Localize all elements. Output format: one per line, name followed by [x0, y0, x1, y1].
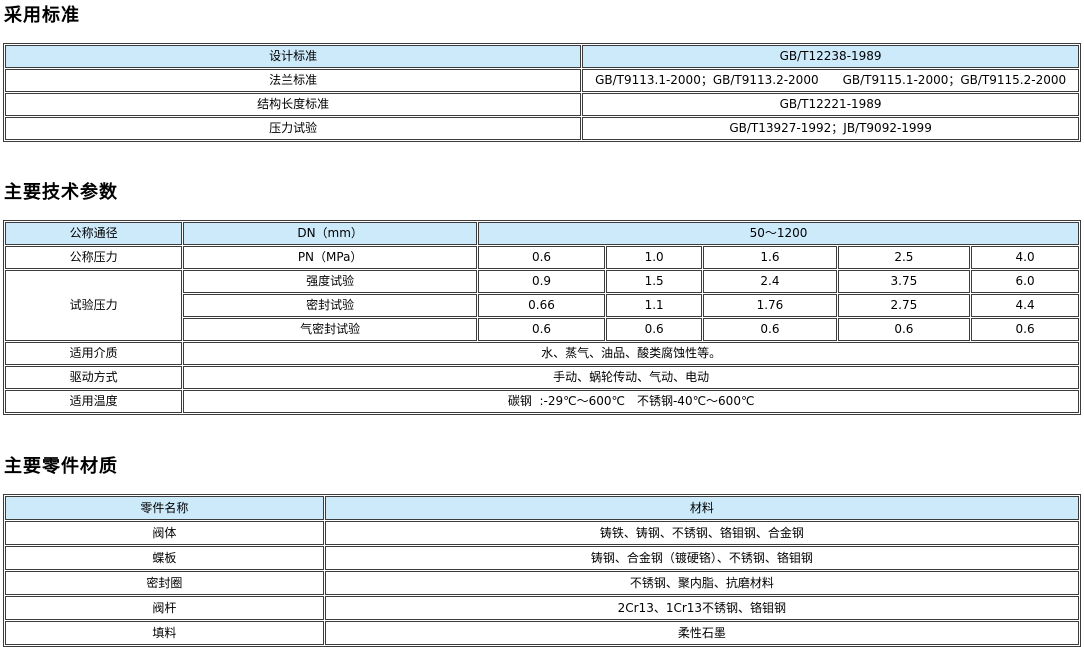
- pn-value: 0.6: [477, 246, 606, 269]
- standard-label: 设计标准: [5, 45, 582, 68]
- test-value: 0.6: [606, 318, 703, 341]
- standard-value: GB/T12238-1989: [582, 45, 1079, 68]
- standard-value: GB/T12221-1989: [582, 93, 1079, 116]
- test-value: 2.4: [703, 270, 837, 293]
- header-nominal-diameter: 公称通径: [5, 222, 183, 245]
- test-value: 0.6: [971, 318, 1079, 341]
- materials-table: 零件名称 材料 阀体 铸铁、铸钢、不锈钢、铬钼钢、合金钢 蝶板 铸钢、合金钢（镀…: [3, 494, 1081, 647]
- test-value: 6.0: [971, 270, 1079, 293]
- medium-value: 水、蒸气、油品、酸类腐蚀性等。: [183, 342, 1079, 365]
- part-material: 2Cr13、1Cr13不锈钢、铬钼钢: [324, 596, 1079, 620]
- test-value: 0.6: [477, 318, 606, 341]
- table-row: 压力试验 GB/T13927-1992；JB/T9092-1999: [5, 117, 1079, 140]
- table-row: 公称通径 DN（mm） 50～1200: [5, 222, 1079, 245]
- table-row: 零件名称 材料: [5, 496, 1079, 520]
- table-row: 气密封试验 0.6 0.6 0.6 0.6 0.6: [5, 318, 1079, 341]
- test-sub-label: 强度试验: [183, 270, 477, 293]
- table-row: 密封试验 0.66 1.1 1.76 2.75 4.4: [5, 294, 1079, 317]
- standards-table: 设计标准 GB/T12238-1989 法兰标准 GB/T9113.1-2000…: [3, 43, 1081, 142]
- test-value: 2.75: [837, 294, 971, 317]
- parameters-table: 公称通径 DN（mm） 50～1200 公称压力 PN（MPa） 0.6 1.0…: [3, 220, 1081, 415]
- table-row: 公称压力 PN（MPa） 0.6 1.0 1.6 2.5 4.0: [5, 246, 1079, 269]
- test-value: 0.66: [477, 294, 606, 317]
- pn-value: 2.5: [837, 246, 971, 269]
- table-row: 结构长度标准 GB/T12221-1989: [5, 93, 1079, 116]
- header-dn: DN（mm）: [183, 222, 477, 245]
- table-row: 密封圈 不锈钢、聚内脂、抗磨材料: [5, 571, 1079, 595]
- part-material: 铸钢、合金钢（镀硬铬）、不锈钢、铬钼钢: [324, 546, 1079, 570]
- part-material: 铸铁、铸钢、不锈钢、铬钼钢、合金钢: [324, 521, 1079, 545]
- section-title-parameters: 主要技术参数: [4, 182, 118, 203]
- test-value: 0.9: [477, 270, 606, 293]
- test-sub-label: 气密封试验: [183, 318, 477, 341]
- test-value: 1.1: [606, 294, 703, 317]
- test-value: 1.76: [703, 294, 837, 317]
- test-value: 0.6: [837, 318, 971, 341]
- test-value: 4.4: [971, 294, 1079, 317]
- part-label: 密封圈: [5, 571, 324, 595]
- part-material: 不锈钢、聚内脂、抗磨材料: [324, 571, 1079, 595]
- drive-value: 手动、蜗轮传动、气动、电动: [183, 366, 1079, 389]
- part-label: 填料: [5, 621, 324, 645]
- table-row: 设计标准 GB/T12238-1989: [5, 45, 1079, 68]
- pn-sub-label: PN（MPa）: [183, 246, 477, 269]
- part-label: 阀杆: [5, 596, 324, 620]
- header-material: 材料: [324, 496, 1079, 520]
- pn-value: 1.0: [606, 246, 703, 269]
- temperature-label: 适用温度: [5, 390, 183, 413]
- table-row: 阀体 铸铁、铸钢、不锈钢、铬钼钢、合金钢: [5, 521, 1079, 545]
- pn-label: 公称压力: [5, 246, 183, 269]
- pn-value: 4.0: [971, 246, 1079, 269]
- test-value: 0.6: [703, 318, 837, 341]
- test-value: 3.75: [837, 270, 971, 293]
- medium-label: 适用介质: [5, 342, 183, 365]
- standard-label: 压力试验: [5, 117, 582, 140]
- table-row: 适用介质 水、蒸气、油品、酸类腐蚀性等。: [5, 342, 1079, 365]
- part-label: 蝶板: [5, 546, 324, 570]
- section-title-materials: 主要零件材质: [4, 456, 118, 477]
- standard-value: GB/T9113.1-2000；GB/T9113.2-2000 GB/T9115…: [582, 69, 1079, 92]
- part-label: 阀体: [5, 521, 324, 545]
- test-value: 1.5: [606, 270, 703, 293]
- table-row: 阀杆 2Cr13、1Cr13不锈钢、铬钼钢: [5, 596, 1079, 620]
- pn-value: 1.6: [703, 246, 837, 269]
- test-pressure-label: 试验压力: [5, 270, 183, 341]
- drive-label: 驱动方式: [5, 366, 183, 389]
- standard-value: GB/T13927-1992；JB/T9092-1999: [582, 117, 1079, 140]
- table-row: 法兰标准 GB/T9113.1-2000；GB/T9113.2-2000 GB/…: [5, 69, 1079, 92]
- table-row: 适用温度 碳钢 :-29℃～600℃ 不锈钢-40℃～600℃: [5, 390, 1079, 413]
- header-part-name: 零件名称: [5, 496, 324, 520]
- test-sub-label: 密封试验: [183, 294, 477, 317]
- table-row: 试验压力 强度试验 0.9 1.5 2.4 3.75 6.0: [5, 270, 1079, 341]
- header-dn-range: 50～1200: [477, 222, 1079, 245]
- standard-label: 法兰标准: [5, 69, 582, 92]
- section-title-standards: 采用标准: [4, 5, 80, 26]
- standard-label: 结构长度标准: [5, 93, 582, 116]
- table-row: 蝶板 铸钢、合金钢（镀硬铬）、不锈钢、铬钼钢: [5, 546, 1079, 570]
- table-row: 驱动方式 手动、蜗轮传动、气动、电动: [5, 366, 1079, 389]
- part-material: 柔性石墨: [324, 621, 1079, 645]
- temperature-value: 碳钢 :-29℃～600℃ 不锈钢-40℃～600℃: [183, 390, 1079, 413]
- table-row: 填料 柔性石墨: [5, 621, 1079, 645]
